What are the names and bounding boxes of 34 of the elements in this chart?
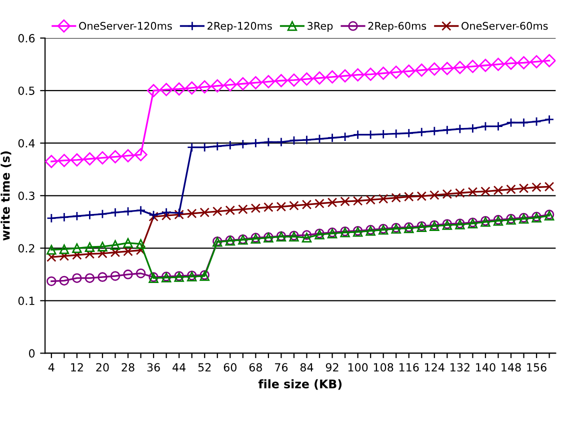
x-tick-label: 36: [147, 363, 160, 372]
legend-label: OneServer-120ms: [79, 22, 172, 30]
y-tick-label: 0.6: [18, 34, 35, 42]
y-tick-label: 0.1: [18, 296, 34, 306]
x-tick-label: 4: [48, 363, 54, 372]
y-tick-label: 0.3: [18, 192, 34, 200]
x-tick-label: 28: [122, 363, 134, 372]
y-tick-label: 0: [28, 349, 35, 358]
y-tick-label: 0.4: [18, 139, 35, 148]
legend-label: 2Rep-60ms: [368, 22, 426, 32]
x-tick-label: 44: [172, 363, 186, 372]
x-tick-label: 52: [198, 363, 211, 372]
x-tick-label: 12: [71, 363, 83, 372]
x-tick-label: 148: [502, 363, 521, 372]
y-axis-title: write time (s): [0, 151, 12, 240]
x-tick-label: 60: [224, 363, 236, 372]
x-tick-label: 156: [527, 363, 546, 372]
x-tick-label: 68: [249, 363, 262, 372]
x-tick-label: 132: [450, 363, 470, 372]
legend-label: 2Rep-120ms: [208, 22, 272, 32]
y-tick-label: 0.2: [18, 244, 34, 253]
legend-label: 3Rep: [308, 22, 333, 32]
y-tick-label: 0.5: [18, 86, 34, 95]
x-tick-label: 140: [476, 363, 496, 372]
x-tick-label: 100: [348, 363, 368, 372]
x-tick-label: 76: [275, 363, 288, 372]
x-tick-label: 124: [425, 363, 444, 372]
x-tick-label: 92: [326, 363, 338, 372]
x-tick-label: 20: [96, 363, 109, 372]
x-tick-label: 108: [374, 363, 394, 372]
x-tick-label: 116: [399, 363, 419, 372]
x-tick-label: 84: [300, 363, 314, 372]
legend-label: OneServer-60ms: [462, 22, 548, 30]
x-axis-title: file size (KB): [258, 379, 342, 390]
